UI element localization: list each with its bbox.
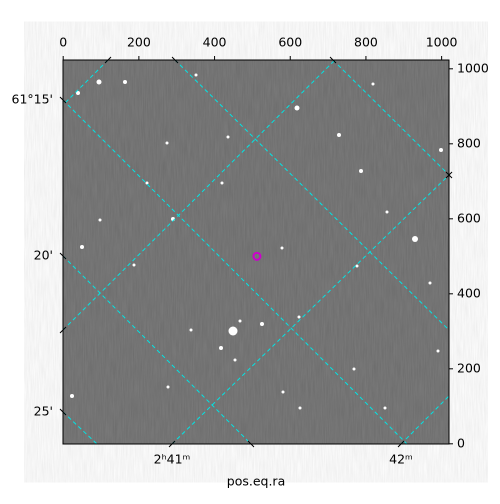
star xyxy=(383,406,387,410)
x-tick-label: 200 xyxy=(127,35,151,50)
y-tick-label: 1000 xyxy=(457,60,489,75)
star xyxy=(219,346,223,350)
target-marker xyxy=(252,251,262,261)
dec-tick-label: 61°15' xyxy=(12,92,54,107)
star xyxy=(233,358,237,362)
star xyxy=(297,315,301,319)
coordinate-grid xyxy=(63,60,449,444)
star xyxy=(337,133,341,137)
y-tick-label: 800 xyxy=(457,135,481,150)
dec-tick-label: 25' xyxy=(34,404,53,419)
star xyxy=(428,281,432,285)
star xyxy=(98,218,102,222)
star xyxy=(355,264,359,268)
world-ticks xyxy=(59,56,453,448)
star xyxy=(352,367,356,371)
star xyxy=(260,322,264,326)
y-tick-label: 200 xyxy=(457,360,481,375)
x-axis-label: pos.eq.ra xyxy=(227,474,285,489)
ra-tick-label: 2ʰ41ᵐ xyxy=(154,452,191,467)
star xyxy=(436,349,440,353)
y-tick-label: 400 xyxy=(457,285,481,300)
star xyxy=(238,319,242,323)
star xyxy=(166,385,170,389)
star xyxy=(371,82,375,86)
star xyxy=(145,181,149,185)
y-tick-label: 600 xyxy=(457,210,481,225)
star xyxy=(281,390,285,394)
x-tick-label: 1000 xyxy=(426,35,458,50)
star xyxy=(228,326,238,336)
star xyxy=(412,236,418,242)
star xyxy=(132,263,136,267)
x-tick-label: 800 xyxy=(354,35,378,50)
star xyxy=(385,210,389,214)
star xyxy=(165,141,169,145)
star xyxy=(226,135,230,139)
star xyxy=(194,73,198,77)
star xyxy=(220,181,224,185)
star xyxy=(70,394,74,398)
x-tick-label: 0 xyxy=(59,35,67,50)
star xyxy=(439,148,443,152)
y-tick-label: 0 xyxy=(457,435,465,450)
star xyxy=(189,328,193,332)
star xyxy=(359,169,363,173)
x-tick-label: 600 xyxy=(278,35,302,50)
star xyxy=(123,80,127,84)
stars xyxy=(70,73,443,410)
x-tick-label: 400 xyxy=(203,35,227,50)
star xyxy=(280,246,284,250)
star xyxy=(294,105,300,111)
star xyxy=(298,406,302,410)
star xyxy=(80,245,84,249)
star xyxy=(76,91,80,95)
dec-tick-label: 20' xyxy=(34,248,53,263)
star xyxy=(96,79,102,85)
frame xyxy=(62,59,450,445)
ra-tick-label: 42ᵐ xyxy=(389,452,413,467)
